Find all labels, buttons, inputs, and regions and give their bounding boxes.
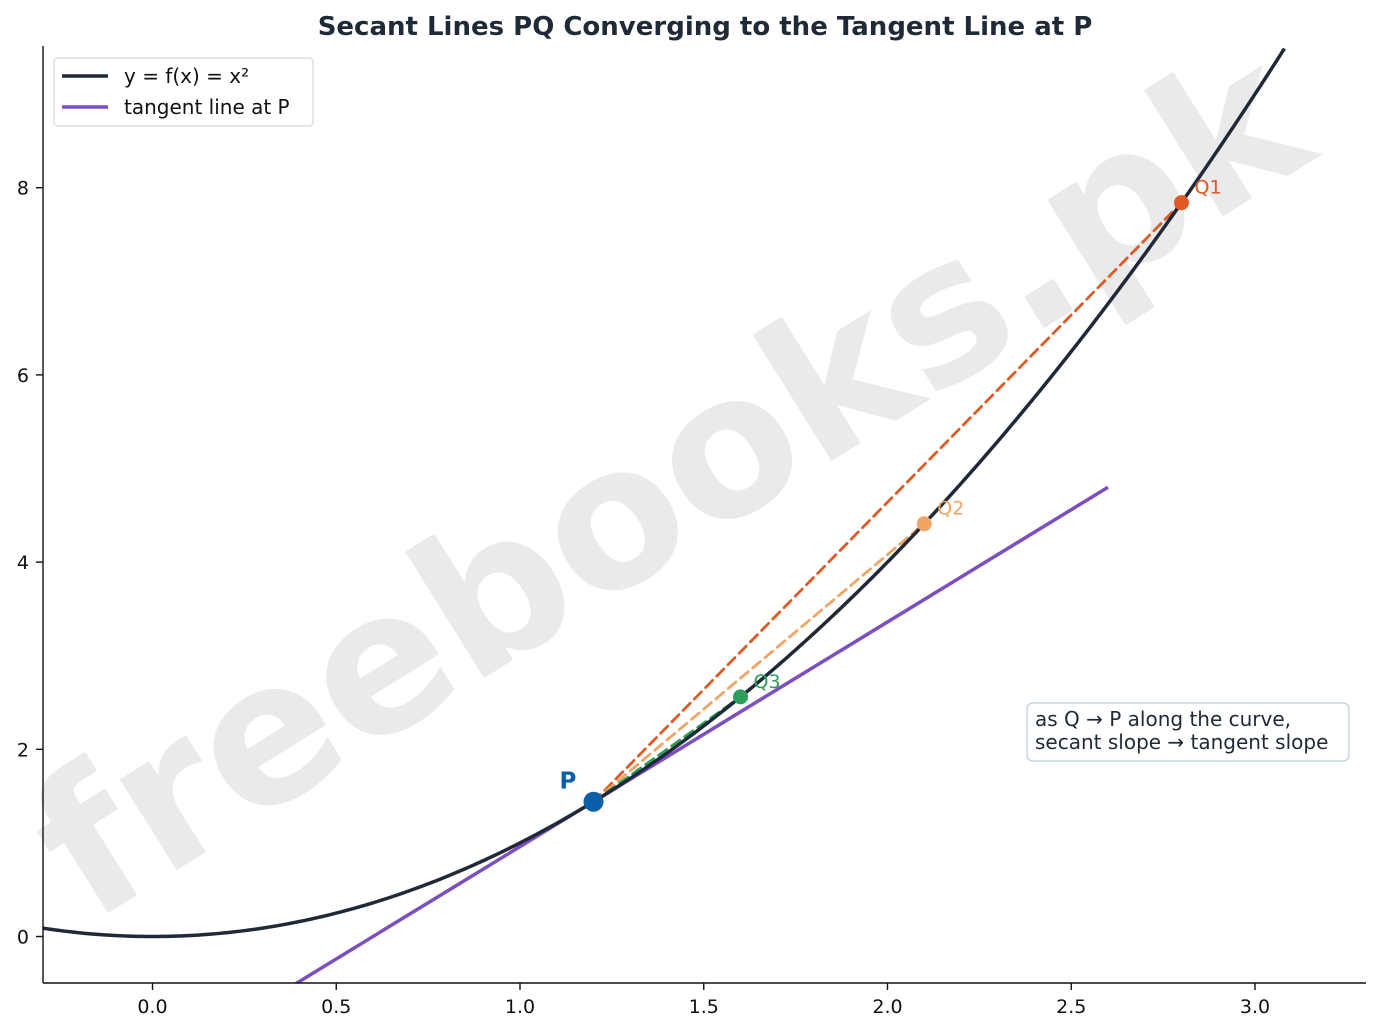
annotation-box: as Q → P along the curve, secant slope →…	[1026, 702, 1350, 762]
curve-line	[43, 47, 1286, 939]
point-q3	[733, 689, 748, 705]
x-tick-label: 1.5	[689, 996, 719, 1018]
x-tick-label: 1.0	[505, 996, 535, 1018]
x-tick-label: 0.5	[321, 996, 351, 1018]
series-layer	[43, 47, 1286, 983]
y-tick-label: 4	[17, 552, 29, 574]
y-tick-label: 8	[17, 178, 29, 200]
y-tick-label: 2	[17, 739, 29, 761]
secant-line-q2	[592, 522, 926, 804]
legend-label-tangent: tangent line at P	[124, 95, 290, 119]
point-q2	[916, 516, 932, 532]
secant-line-q1	[592, 201, 1183, 804]
annotation-line-2: secant slope → tangent slope	[1035, 730, 1328, 754]
point-label-p: P	[560, 769, 577, 795]
legend: y = f(x) = x² tangent line at P	[53, 57, 314, 127]
x-tick-label: 2.5	[1056, 996, 1086, 1018]
axis-ticks: 0.0 0.5 1.0 1.5 2.0 2.5 3.0 0 2 4 6 8	[17, 178, 1270, 1018]
legend-box	[53, 57, 314, 127]
y-tick-label: 0	[17, 927, 29, 949]
annotation-frame	[1026, 702, 1350, 762]
tangent-line	[293, 485, 1109, 983]
x-tick-label: 2.0	[872, 996, 902, 1018]
point-p	[583, 791, 604, 812]
x-tick-label: 3.0	[1240, 996, 1270, 1018]
legend-label-curve: y = f(x) = x²	[124, 64, 249, 88]
point-label-q1: Q1	[1195, 177, 1222, 199]
y-tick-label: 6	[17, 365, 29, 387]
annotation-line-1: as Q → P along the curve,	[1035, 707, 1291, 731]
plot-area: Q1 Q2 Q3 P	[43, 47, 1286, 983]
point-label-q2: Q2	[937, 498, 964, 520]
point-label-q3: Q3	[754, 671, 781, 693]
x-tick-label: 0.0	[137, 996, 167, 1018]
watermark: freebooks.pk	[0, 0, 1348, 964]
chart-title: Secant Lines PQ Converging to the Tangen…	[318, 12, 1093, 42]
point-q1	[1174, 195, 1189, 211]
